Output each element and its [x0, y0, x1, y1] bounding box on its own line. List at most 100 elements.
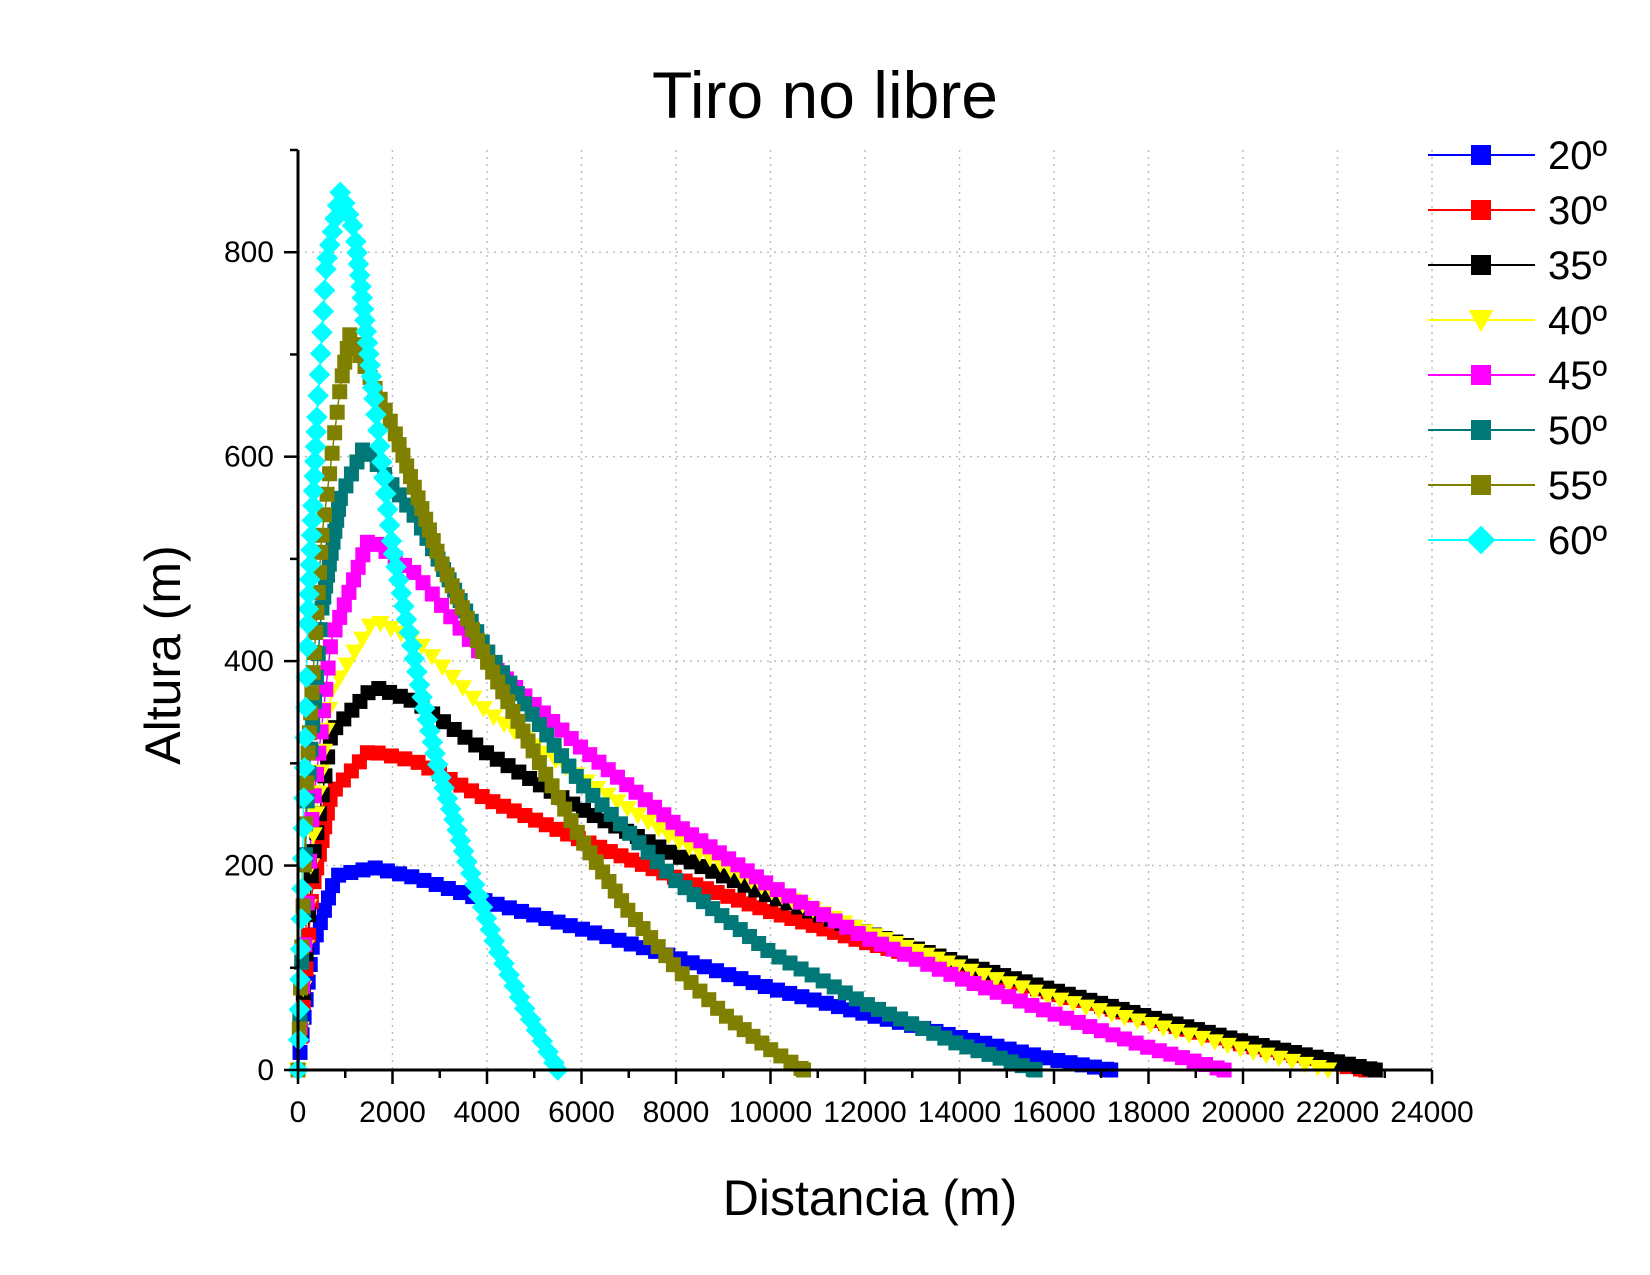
data-point — [327, 425, 343, 441]
data-point — [659, 827, 679, 845]
data-point — [332, 609, 348, 625]
data-point — [850, 925, 866, 941]
data-point — [973, 967, 993, 985]
data-point — [733, 971, 749, 987]
data-point — [443, 808, 465, 831]
data-point — [346, 572, 362, 588]
data-point — [422, 649, 442, 666]
data-point — [349, 454, 365, 470]
data-point — [404, 869, 420, 885]
data-point — [306, 406, 328, 428]
data-point — [295, 666, 318, 688]
legend-marker — [1471, 200, 1491, 220]
legend-label: 55º — [1548, 464, 1607, 508]
data-point — [372, 466, 395, 489]
series-markers-group — [288, 615, 1338, 1079]
data-point — [943, 966, 959, 982]
legend-entry: 50º — [1428, 409, 1607, 453]
data-point — [1038, 1050, 1054, 1066]
data-point — [355, 862, 371, 878]
legend: 20º 30º 35º 40º 45º 50º 55º 60º — [1428, 134, 1607, 563]
data-point — [897, 946, 913, 962]
data-point — [1082, 1019, 1098, 1035]
data-point — [669, 834, 689, 851]
data-point — [336, 597, 352, 613]
data-point — [331, 867, 347, 883]
series-markers — [287, 181, 1383, 1081]
data-point — [443, 669, 462, 687]
data-point — [315, 258, 337, 280]
legend-marker — [1471, 475, 1491, 495]
data-point — [382, 413, 398, 429]
data-point — [1151, 1043, 1167, 1059]
data-point — [599, 929, 615, 945]
chart-title: Tiro no libre — [652, 58, 998, 132]
data-point — [1047, 1006, 1063, 1022]
data-point — [830, 999, 846, 1015]
data-point — [931, 961, 947, 977]
data-point — [827, 913, 843, 929]
y-tick-label: 0 — [257, 1054, 274, 1087]
legend-label: 35º — [1548, 244, 1607, 288]
data-point — [954, 971, 970, 987]
data-point — [367, 860, 383, 876]
data-point — [303, 465, 326, 487]
data-point — [318, 681, 334, 697]
data-point — [885, 941, 901, 957]
data-point — [557, 801, 573, 817]
data-point — [1163, 1046, 1179, 1062]
data-point — [986, 972, 1006, 989]
data-point — [434, 597, 450, 613]
data-point — [460, 862, 482, 885]
x-tick-label: 0 — [290, 1096, 307, 1129]
data-point — [379, 863, 395, 879]
data-point — [816, 907, 832, 923]
data-point — [1105, 1027, 1121, 1043]
data-point — [498, 964, 520, 986]
data-point — [649, 821, 668, 838]
data-point — [320, 890, 336, 906]
data-point — [322, 639, 338, 655]
data-point — [360, 365, 383, 388]
data-point — [370, 745, 386, 761]
data-point — [608, 794, 627, 811]
legend-entry: 35º — [1428, 244, 1607, 288]
data-point — [1186, 1053, 1202, 1069]
data-point — [322, 466, 338, 482]
data-point — [355, 547, 371, 563]
data-point — [758, 875, 774, 891]
series-markers-group — [290, 327, 812, 1078]
data-point — [1174, 1050, 1190, 1066]
legend-marker — [1471, 145, 1491, 165]
data-point — [769, 882, 785, 898]
data-point — [597, 787, 617, 805]
data-point — [538, 911, 554, 927]
data-point — [475, 907, 498, 930]
data-point — [1140, 1039, 1156, 1055]
data-point — [348, 264, 371, 287]
data-point — [299, 775, 315, 791]
data-point — [550, 789, 566, 805]
data-point — [341, 214, 364, 237]
data-point — [544, 778, 560, 794]
data-point — [628, 807, 648, 825]
x-tick-label: 18000 — [1107, 1096, 1190, 1129]
data-point — [818, 995, 834, 1011]
legend-entry: 20º — [1428, 134, 1607, 178]
data-point — [611, 932, 627, 948]
data-point — [862, 931, 878, 947]
data-point — [513, 903, 529, 919]
data-point — [392, 866, 408, 882]
data-point — [300, 524, 323, 546]
x-tick-label: 16000 — [1012, 1096, 1095, 1129]
y-tick-label: 800 — [224, 236, 274, 269]
data-point — [757, 979, 773, 995]
data-point — [804, 900, 820, 916]
data-point — [494, 716, 514, 734]
legend-entry: 30º — [1428, 189, 1607, 233]
data-point — [415, 575, 431, 591]
data-point — [978, 980, 994, 996]
data-point — [334, 368, 350, 384]
data-point — [489, 896, 505, 912]
data-point — [453, 680, 473, 697]
